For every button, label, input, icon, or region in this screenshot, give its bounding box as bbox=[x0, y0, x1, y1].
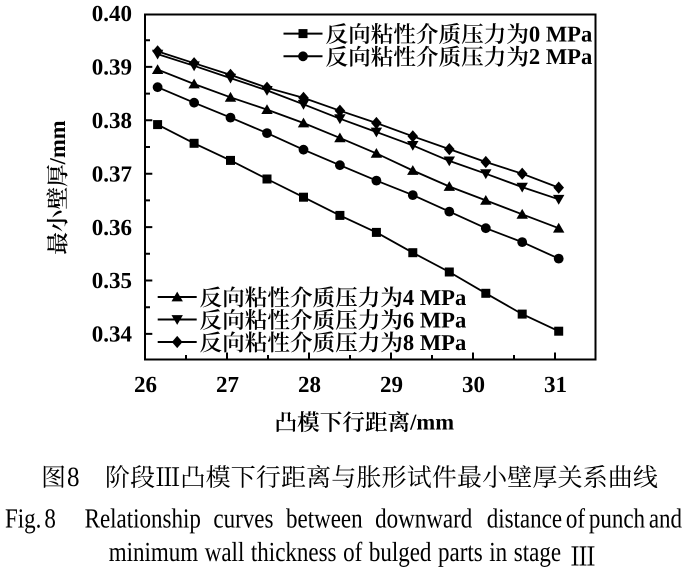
svg-text:29: 29 bbox=[380, 372, 403, 397]
svg-text:Fig. 8: Fig. 8 bbox=[5, 504, 56, 534]
svg-text:0.35: 0.35 bbox=[92, 268, 132, 293]
svg-text:31: 31 bbox=[544, 372, 567, 397]
svg-text:0.36: 0.36 bbox=[92, 215, 132, 240]
svg-text:0 MPa: 0 MPa bbox=[529, 22, 592, 47]
svg-text:0.38: 0.38 bbox=[92, 108, 132, 133]
svg-text:8: 8 bbox=[67, 463, 80, 493]
svg-text:/mm: /mm bbox=[409, 410, 454, 435]
svg-text:minimum wall thickness of bulg: minimum wall thickness of bulged parts i… bbox=[109, 537, 561, 567]
svg-text:8 MPa: 8 MPa bbox=[403, 330, 466, 355]
svg-text:0.39: 0.39 bbox=[92, 55, 132, 80]
svg-text:0.40: 0.40 bbox=[92, 1, 132, 26]
svg-text:27: 27 bbox=[216, 372, 239, 397]
svg-text:26: 26 bbox=[134, 372, 157, 397]
svg-text:0.37: 0.37 bbox=[92, 161, 132, 186]
svg-text:Relationship curves between do: Relationship curves between downward bbox=[85, 504, 473, 534]
svg-text:28: 28 bbox=[298, 372, 321, 397]
svg-text:6 MPa: 6 MPa bbox=[403, 307, 466, 332]
svg-text:/mm: /mm bbox=[45, 120, 70, 165]
svg-text:4 MPa: 4 MPa bbox=[403, 285, 466, 310]
svg-text:0.34: 0.34 bbox=[92, 322, 133, 347]
svg-text:30: 30 bbox=[462, 372, 485, 397]
svg-text:distance of punch and: distance of punch and bbox=[487, 504, 683, 534]
svg-text:2 MPa: 2 MPa bbox=[529, 44, 592, 69]
